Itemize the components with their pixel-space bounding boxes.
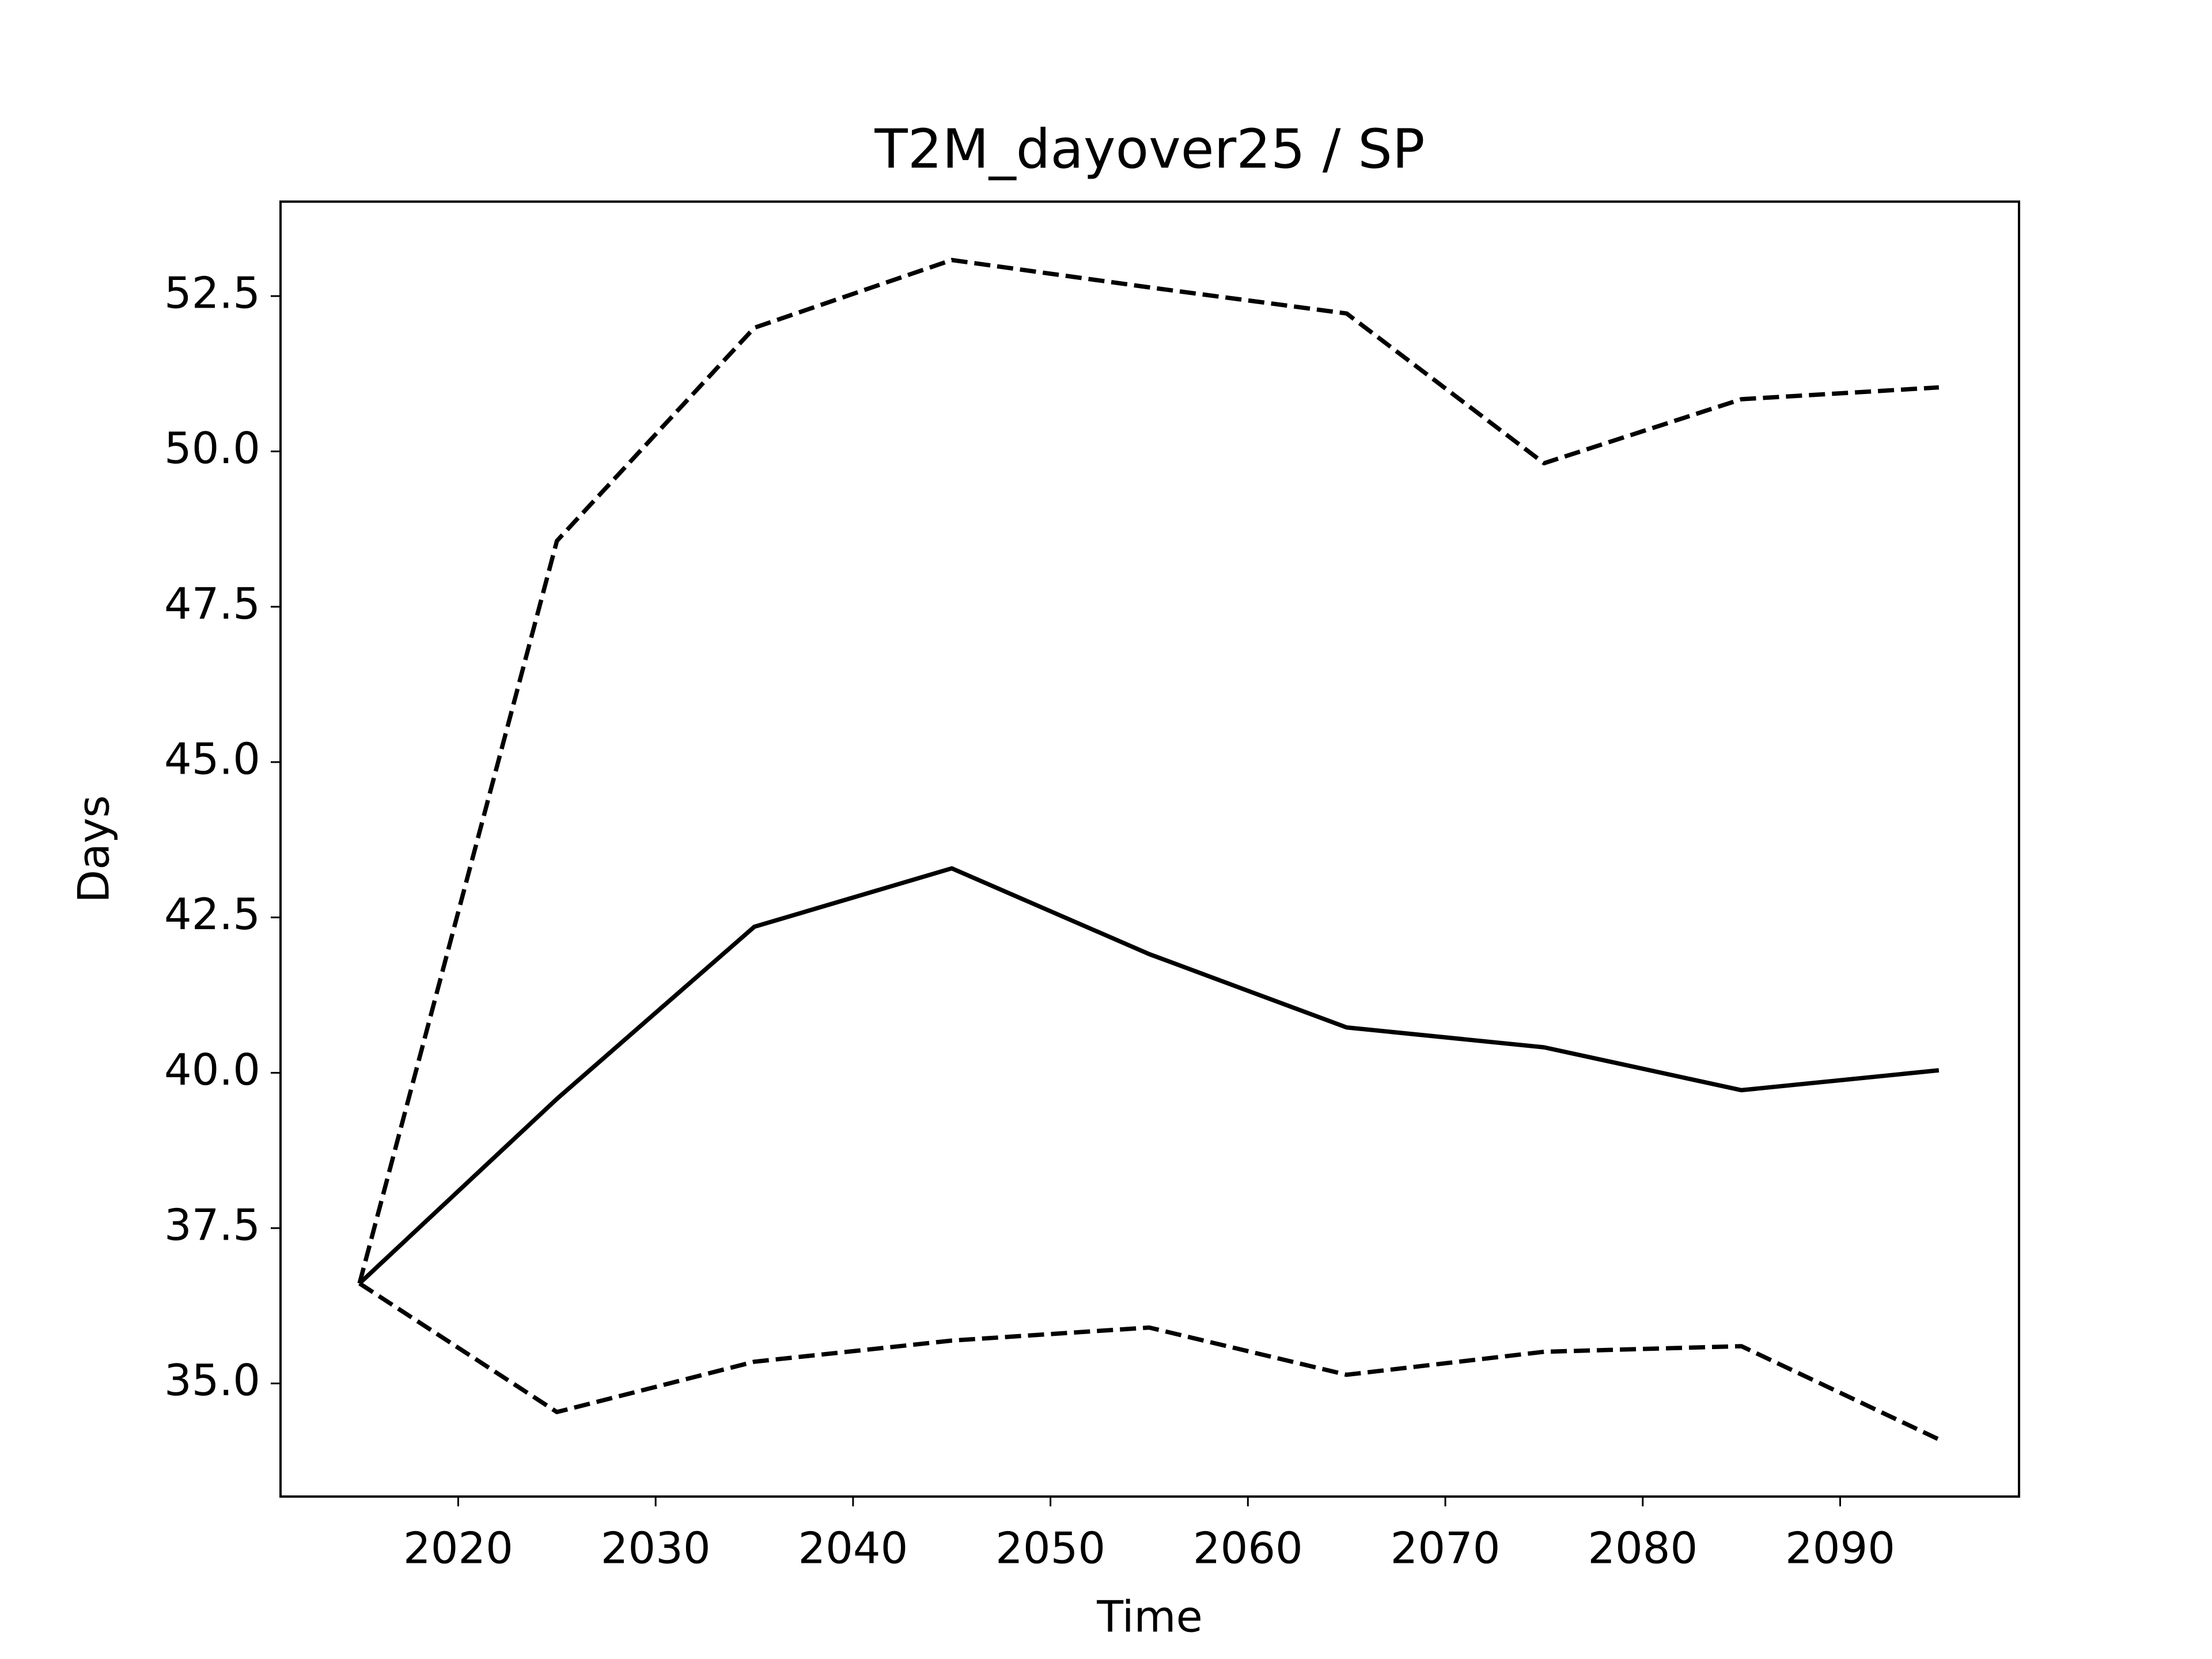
x-tick-label: 2030: [601, 1523, 711, 1574]
y-tick-label: 50.0: [164, 423, 260, 474]
x-tick-label: 2080: [1588, 1523, 1698, 1574]
y-tick-label: 35.0: [164, 1355, 260, 1406]
x-tick-label: 2090: [1785, 1523, 1895, 1574]
y-tick-label: 45.0: [164, 733, 260, 784]
x-tick-label: 2020: [403, 1523, 513, 1574]
line: [358, 866, 1940, 1285]
x-axis-label: Time: [1096, 1592, 1203, 1642]
line: [357, 257, 1940, 1284]
x-tick-label: 2070: [1391, 1523, 1501, 1574]
y-tick-label: 52.5: [164, 267, 260, 318]
x-tick-label: 2050: [995, 1523, 1105, 1574]
line: [358, 1281, 1940, 1442]
y-axis-label: Days: [69, 795, 119, 903]
y-tick-label: 47.5: [164, 578, 260, 629]
x-tick-label: 2040: [798, 1523, 908, 1574]
y-tick-label: 40.0: [164, 1044, 260, 1095]
y-tick-label: 37.5: [164, 1200, 260, 1251]
x-tick-label: 2060: [1193, 1523, 1303, 1574]
plot-frame: [279, 200, 2020, 1498]
y-tick-label: 42.5: [164, 889, 260, 940]
chart-title: T2M_dayover25 / SP: [874, 118, 1425, 181]
